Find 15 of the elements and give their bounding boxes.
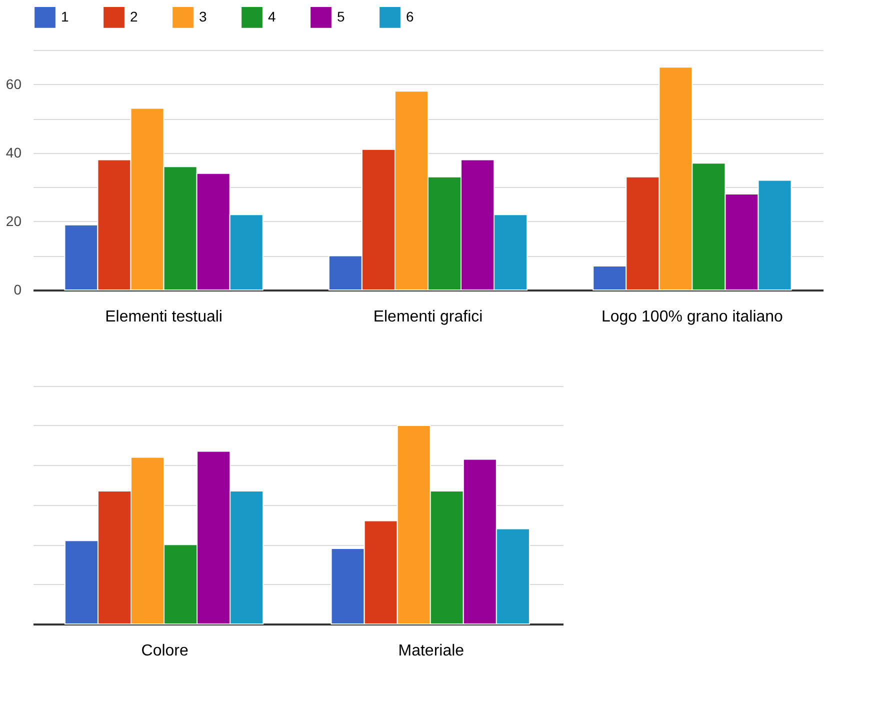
y-tick-label: 40 — [6, 144, 22, 160]
y-tick-label: 60 — [6, 76, 22, 92]
legend-label: 2 — [130, 8, 138, 24]
x-tick-label: Elementi grafici — [373, 308, 483, 326]
legend-label: 4 — [268, 8, 276, 24]
legend-label: 3 — [199, 8, 207, 24]
legend-label: 6 — [406, 8, 414, 24]
x-tick-label: Elementi testuali — [105, 308, 222, 326]
legend-label: 5 — [337, 8, 345, 24]
y-tick-label: 0 — [14, 282, 22, 298]
x-tick-label: Logo 100% grano italiano — [601, 308, 784, 326]
x-tick-label: Materiale — [398, 642, 464, 660]
x-tick-label: Colore — [141, 642, 188, 660]
legend-label: 1 — [61, 8, 69, 24]
y-tick-label: 20 — [6, 212, 22, 229]
